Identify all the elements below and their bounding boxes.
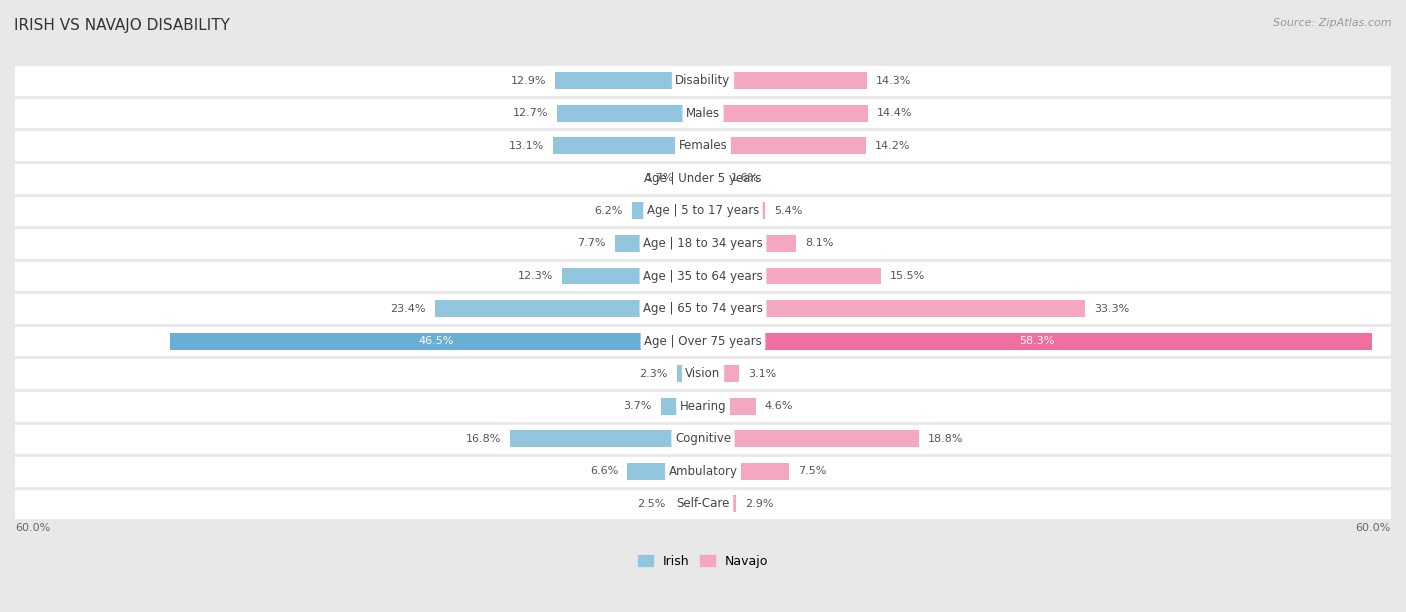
- Text: 16.8%: 16.8%: [465, 434, 501, 444]
- Text: IRISH VS NAVAJO DISABILITY: IRISH VS NAVAJO DISABILITY: [14, 18, 231, 34]
- Bar: [703, 105, 868, 122]
- FancyBboxPatch shape: [0, 227, 1406, 259]
- Bar: [703, 203, 765, 219]
- FancyBboxPatch shape: [0, 130, 1406, 162]
- Text: Age | 65 to 74 years: Age | 65 to 74 years: [643, 302, 763, 315]
- Text: 23.4%: 23.4%: [389, 304, 426, 313]
- Text: 4.6%: 4.6%: [765, 401, 793, 411]
- Text: 14.2%: 14.2%: [875, 141, 911, 151]
- Text: Females: Females: [679, 140, 727, 152]
- FancyBboxPatch shape: [0, 357, 1406, 390]
- Text: 1.6%: 1.6%: [731, 173, 759, 184]
- Bar: [631, 203, 703, 219]
- Text: 33.3%: 33.3%: [1094, 304, 1129, 313]
- Text: 46.5%: 46.5%: [419, 336, 454, 346]
- Text: Hearing: Hearing: [679, 400, 727, 412]
- Text: 6.6%: 6.6%: [591, 466, 619, 476]
- FancyBboxPatch shape: [0, 488, 1406, 520]
- Bar: [703, 463, 789, 480]
- Bar: [553, 137, 703, 154]
- Bar: [703, 300, 1085, 317]
- FancyBboxPatch shape: [0, 64, 1406, 97]
- Bar: [170, 333, 703, 349]
- Text: 5.4%: 5.4%: [775, 206, 803, 216]
- FancyBboxPatch shape: [0, 455, 1406, 488]
- Text: Self-Care: Self-Care: [676, 498, 730, 510]
- Text: Age | 5 to 17 years: Age | 5 to 17 years: [647, 204, 759, 217]
- Bar: [675, 496, 703, 512]
- Text: 8.1%: 8.1%: [806, 239, 834, 248]
- Text: 6.2%: 6.2%: [595, 206, 623, 216]
- Text: Age | 35 to 64 years: Age | 35 to 64 years: [643, 269, 763, 283]
- Text: 14.4%: 14.4%: [877, 108, 912, 118]
- Bar: [683, 170, 703, 187]
- FancyBboxPatch shape: [0, 162, 1406, 195]
- Bar: [555, 72, 703, 89]
- Bar: [562, 267, 703, 285]
- Text: 13.1%: 13.1%: [509, 141, 544, 151]
- Bar: [676, 365, 703, 382]
- Text: 2.5%: 2.5%: [637, 499, 665, 509]
- Text: Source: ZipAtlas.com: Source: ZipAtlas.com: [1274, 18, 1392, 28]
- Bar: [627, 463, 703, 480]
- Text: 18.8%: 18.8%: [928, 434, 963, 444]
- Text: 15.5%: 15.5%: [890, 271, 925, 281]
- FancyBboxPatch shape: [0, 390, 1406, 422]
- Text: 2.3%: 2.3%: [640, 368, 668, 379]
- Bar: [510, 430, 703, 447]
- Bar: [434, 300, 703, 317]
- Text: 60.0%: 60.0%: [15, 523, 51, 534]
- FancyBboxPatch shape: [0, 259, 1406, 293]
- Text: Ambulatory: Ambulatory: [668, 465, 738, 478]
- Text: 2.9%: 2.9%: [745, 499, 773, 509]
- FancyBboxPatch shape: [0, 293, 1406, 325]
- Text: Age | 18 to 34 years: Age | 18 to 34 years: [643, 237, 763, 250]
- Bar: [703, 267, 880, 285]
- Bar: [703, 72, 868, 89]
- Text: Cognitive: Cognitive: [675, 432, 731, 446]
- Bar: [703, 170, 721, 187]
- Text: Vision: Vision: [685, 367, 721, 380]
- Text: 12.7%: 12.7%: [513, 108, 548, 118]
- Text: Age | Over 75 years: Age | Over 75 years: [644, 335, 762, 348]
- Text: 3.7%: 3.7%: [623, 401, 651, 411]
- Bar: [703, 235, 796, 252]
- Bar: [703, 496, 737, 512]
- Text: 3.1%: 3.1%: [748, 368, 776, 379]
- Text: 12.9%: 12.9%: [510, 76, 546, 86]
- Bar: [703, 398, 756, 415]
- Bar: [614, 235, 703, 252]
- Text: Males: Males: [686, 106, 720, 120]
- Bar: [703, 137, 866, 154]
- Bar: [703, 365, 738, 382]
- Text: Disability: Disability: [675, 74, 731, 87]
- FancyBboxPatch shape: [0, 97, 1406, 130]
- Text: Age | Under 5 years: Age | Under 5 years: [644, 172, 762, 185]
- Bar: [557, 105, 703, 122]
- Text: 12.3%: 12.3%: [517, 271, 553, 281]
- Text: 58.3%: 58.3%: [1019, 336, 1054, 346]
- Legend: Irish, Navajo: Irish, Navajo: [633, 550, 773, 573]
- Text: 60.0%: 60.0%: [1355, 523, 1391, 534]
- Text: 1.7%: 1.7%: [645, 173, 675, 184]
- FancyBboxPatch shape: [0, 422, 1406, 455]
- Bar: [703, 333, 1371, 349]
- FancyBboxPatch shape: [0, 195, 1406, 227]
- Text: 7.7%: 7.7%: [576, 239, 606, 248]
- Bar: [703, 430, 918, 447]
- Text: 14.3%: 14.3%: [876, 76, 911, 86]
- Bar: [661, 398, 703, 415]
- Text: 7.5%: 7.5%: [799, 466, 827, 476]
- FancyBboxPatch shape: [0, 325, 1406, 357]
